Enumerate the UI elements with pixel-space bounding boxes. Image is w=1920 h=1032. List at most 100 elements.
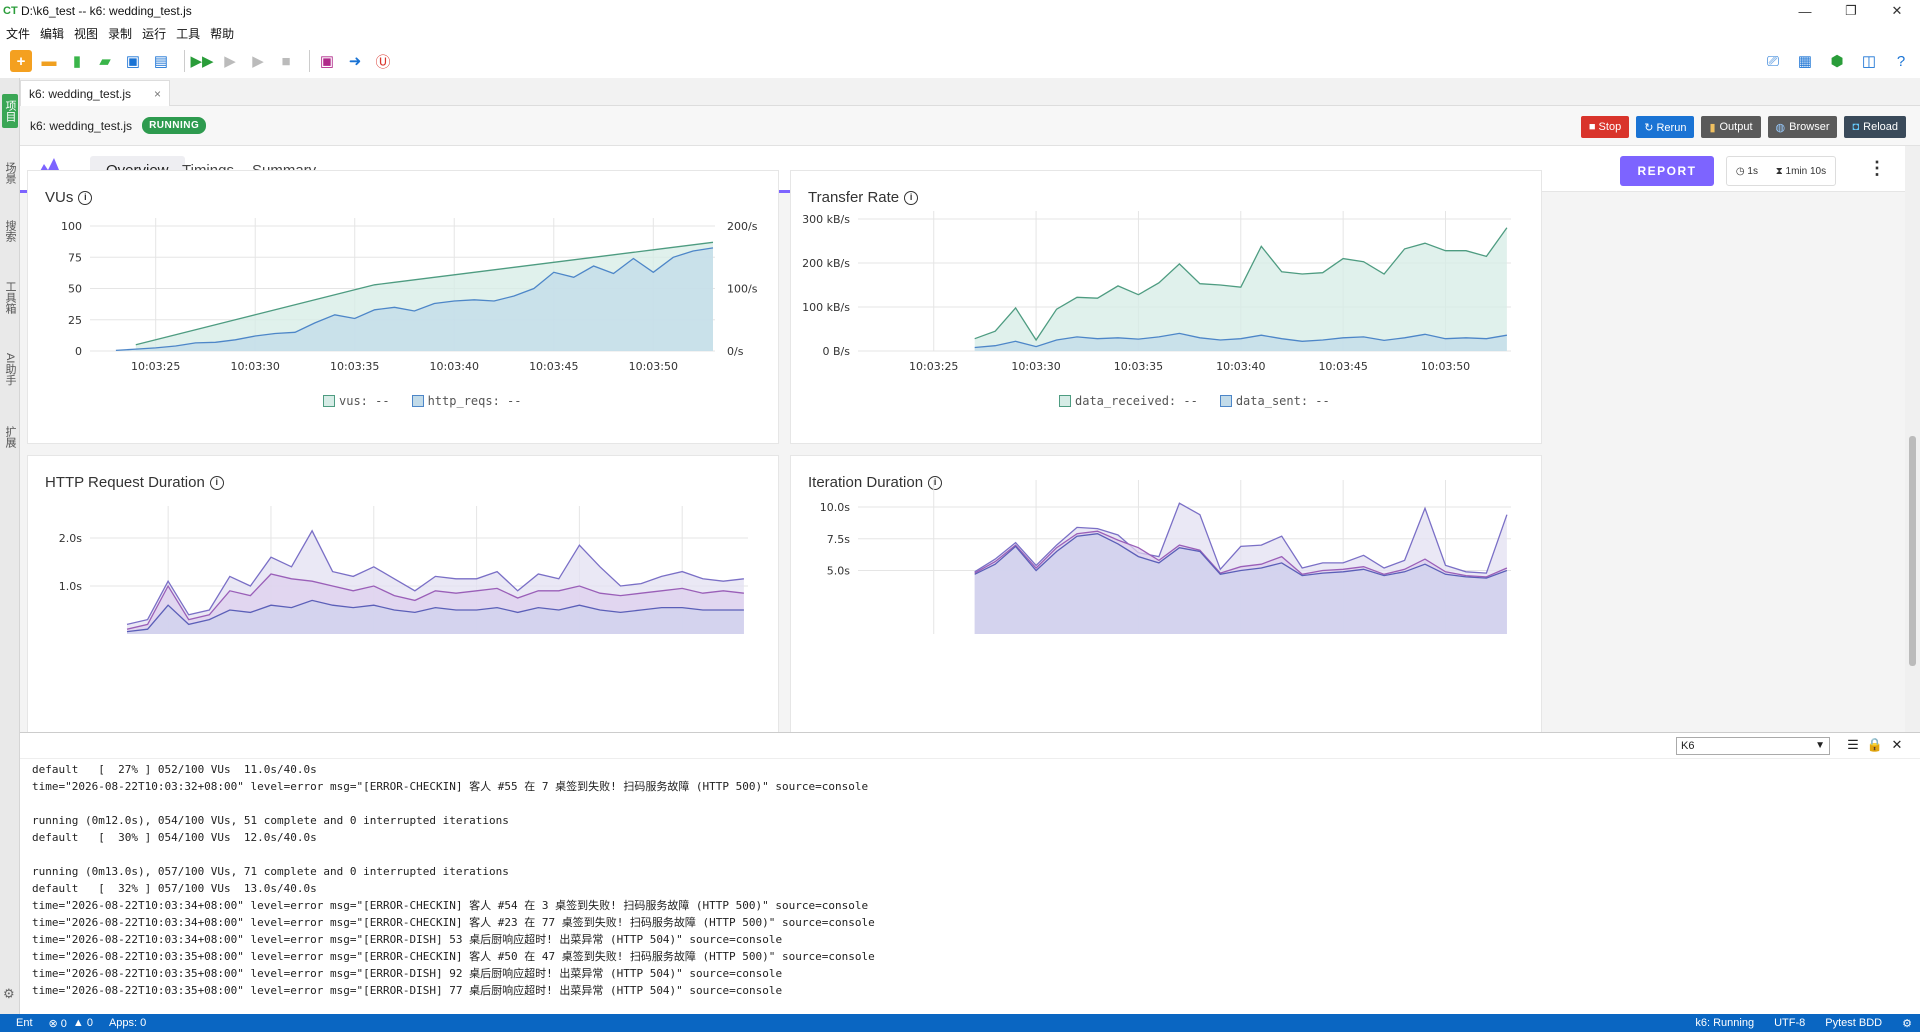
legend-item-data-received[interactable]: data_received: -- — [1059, 394, 1198, 408]
iteration-title-text: Iteration Duration — [808, 474, 924, 491]
series-line-data_sent — [974, 332, 1508, 349]
status-badge: RUNNING — [142, 117, 207, 134]
run-step-icon[interactable]: ▶ — [224, 53, 236, 70]
legend-item-data-sent[interactable]: data_sent: -- — [1219, 394, 1330, 408]
x-tick-label: 10:03:30 — [231, 360, 280, 373]
series-area-data_sent — [974, 333, 1507, 351]
scrollbar-thumb[interactable] — [1909, 436, 1916, 666]
x-tick-label: 10:03:25 — [909, 360, 958, 373]
status-settings-icon[interactable]: ⚙ — [1902, 1017, 1912, 1030]
series-line-data_received — [974, 227, 1508, 342]
menu-help[interactable]: 帮助 — [210, 26, 235, 41]
menu-tools[interactable]: 工具 — [176, 26, 201, 41]
panel-icon[interactable]: ◫ — [1861, 53, 1877, 70]
menu-record[interactable]: 录制 — [108, 26, 133, 41]
y-tick-label: 2.0s — [59, 532, 82, 545]
plugin-icon[interactable]: Ⓤ — [375, 53, 391, 71]
open-folder-icon[interactable]: ▬ — [41, 52, 57, 70]
x-tick-label: 10:03:50 — [1421, 360, 1470, 373]
sidebar-item-scene[interactable]: 场景 — [4, 162, 16, 184]
reload-button[interactable]: ◘ Reload — [1844, 116, 1906, 138]
close-tab-icon[interactable]: × — [153, 86, 161, 101]
record-icon[interactable]: ⎚ — [1766, 52, 1779, 70]
status-encoding[interactable]: UTF-8 — [1774, 1016, 1806, 1029]
menu-file[interactable]: 文件 — [6, 26, 31, 41]
console-panel: K6 ▼ ☰ 🔒 ✕ default [ 27% ] 052/100 VUs 11… — [20, 732, 1920, 1014]
x-tick-label: 10:03:35 — [1114, 360, 1163, 373]
open-file-icon[interactable]: ▰ — [99, 53, 111, 70]
save-icon[interactable]: ▣ — [125, 53, 141, 70]
transfer-rate-chart: 0 B/s 100 kB/s 200 kB/s 300 kB/s 10:03:25 10:… — [802, 211, 1511, 373]
menu-edit[interactable]: 编辑 — [40, 26, 65, 41]
status-mode[interactable]: Pytest BDD — [1825, 1016, 1883, 1029]
sidebar-item-extensions[interactable]: 扩展 — [4, 426, 16, 448]
script-name: k6: wedding_test.js — [30, 118, 133, 133]
close-console-icon[interactable]: ✕ — [1891, 737, 1903, 752]
package-icon[interactable]: ⬢ — [1830, 53, 1844, 70]
sidebar-item-ai[interactable]: AI助手 — [4, 352, 16, 386]
y-tick-label: 100 — [61, 220, 82, 233]
http-card-title: HTTP Request Duration i — [45, 474, 224, 491]
iteration-card-title: Iteration Duration i — [808, 474, 943, 491]
run-icon[interactable]: ▶ — [252, 53, 264, 70]
stop-icon[interactable]: ■ — [281, 52, 291, 70]
terminal-icon[interactable]: ▣ — [319, 53, 335, 70]
report-button[interactable]: REPORT — [1620, 156, 1714, 186]
info-icon[interactable]: i — [904, 190, 919, 205]
run-all-icon[interactable]: ▶▶ — [190, 53, 214, 70]
sidebar-item-project[interactable]: 项目 — [2, 94, 18, 128]
tab-k6-wedding-test[interactable]: k6: wedding_test.js × — [20, 80, 170, 106]
console-line: default [ 27% ] 052/100 VUs 11.0s/40.0s — [32, 763, 317, 776]
status-warnings[interactable]: ▲ 0 — [72, 1017, 93, 1029]
output-label: Output — [1719, 121, 1753, 133]
new-file-icon[interactable]: ▮ — [72, 53, 82, 70]
legend-item-vus[interactable]: vus: -- — [323, 394, 390, 408]
console-source-select[interactable]: K6 ▼ — [1676, 737, 1830, 755]
help-icon[interactable]: ? — [1896, 52, 1906, 70]
menu-view[interactable]: 视图 — [74, 26, 99, 41]
sidebar-item-toolbox[interactable]: 工具箱 — [4, 280, 16, 314]
clear-console-icon[interactable]: ☰ — [1847, 737, 1859, 752]
globe-icon: ◍ — [1775, 121, 1786, 134]
x-tick-label: 10:03:40 — [430, 360, 479, 373]
status-apps[interactable]: Apps: 0 — [108, 1017, 147, 1029]
navigate-icon[interactable]: ➜ — [348, 53, 362, 70]
http-title-text: HTTP Request Duration — [45, 474, 205, 491]
reload-icon: ◘ — [1852, 121, 1860, 133]
more-options-icon[interactable]: ⋮ — [1868, 158, 1886, 178]
period-value: 1s — [1747, 165, 1758, 177]
legend-item-http-reqs[interactable]: http_reqs: -- — [411, 394, 522, 408]
save-all-icon[interactable]: ▤ — [153, 53, 169, 70]
info-icon[interactable]: i — [928, 475, 943, 490]
status-errors[interactable]: ⊗ 0 — [48, 1017, 67, 1030]
stop-button[interactable]: ■ Stop — [1580, 116, 1630, 138]
transfer-title-text: Transfer Rate — [808, 189, 900, 206]
lock-icon[interactable]: 🔒 — [1866, 737, 1884, 752]
info-icon[interactable]: i — [209, 475, 224, 490]
new-project-icon[interactable]: + — [10, 50, 32, 72]
legend-label: data_received: -- — [1075, 394, 1198, 408]
status-env[interactable]: Ent — [16, 1017, 33, 1029]
console-line — [32, 846, 1892, 863]
maximize-icon[interactable]: ❐ — [1845, 3, 1857, 18]
rerun-button[interactable]: ↻ Rerun — [1636, 116, 1695, 138]
output-icon: ▮ — [1709, 121, 1716, 134]
dashboard-scrollbar[interactable] — [1905, 146, 1920, 732]
toolbar: + ▬ ▮ ▰ ▣ ▤ ▶▶ ▶ ▶ ■ ▣ ➜ Ⓤ ⎚ ▦ ⬢ ◫ ? — [0, 44, 1920, 78]
info-icon[interactable]: i — [78, 190, 93, 205]
y-right-tick-label: 100/s — [727, 283, 758, 296]
x-tick-label: 10:03:45 — [1318, 360, 1367, 373]
duration-info: ⧗ 1min 10s — [1776, 166, 1826, 177]
menu-run[interactable]: 运行 — [142, 26, 167, 41]
layout-icon[interactable]: ▦ — [1797, 53, 1813, 70]
vus-chart: 0 25 50 75 100 0/s 100/s 200/s 10:03:25 10:03:30 1… — [61, 218, 758, 373]
series-area-http_reqs — [115, 247, 713, 351]
gear-icon[interactable]: ⚙ — [3, 986, 15, 1001]
status-k6[interactable]: k6: Running — [1695, 1016, 1755, 1029]
close-icon[interactable]: ✕ — [1891, 3, 1903, 18]
sidebar-item-search[interactable]: 搜索 — [4, 220, 16, 242]
output-button[interactable]: ▮ Output — [1701, 116, 1761, 138]
browser-button[interactable]: ◍ Browser — [1767, 116, 1838, 138]
minimize-icon[interactable]: — — [1798, 3, 1812, 19]
legend-label: vus: -- — [339, 394, 390, 408]
